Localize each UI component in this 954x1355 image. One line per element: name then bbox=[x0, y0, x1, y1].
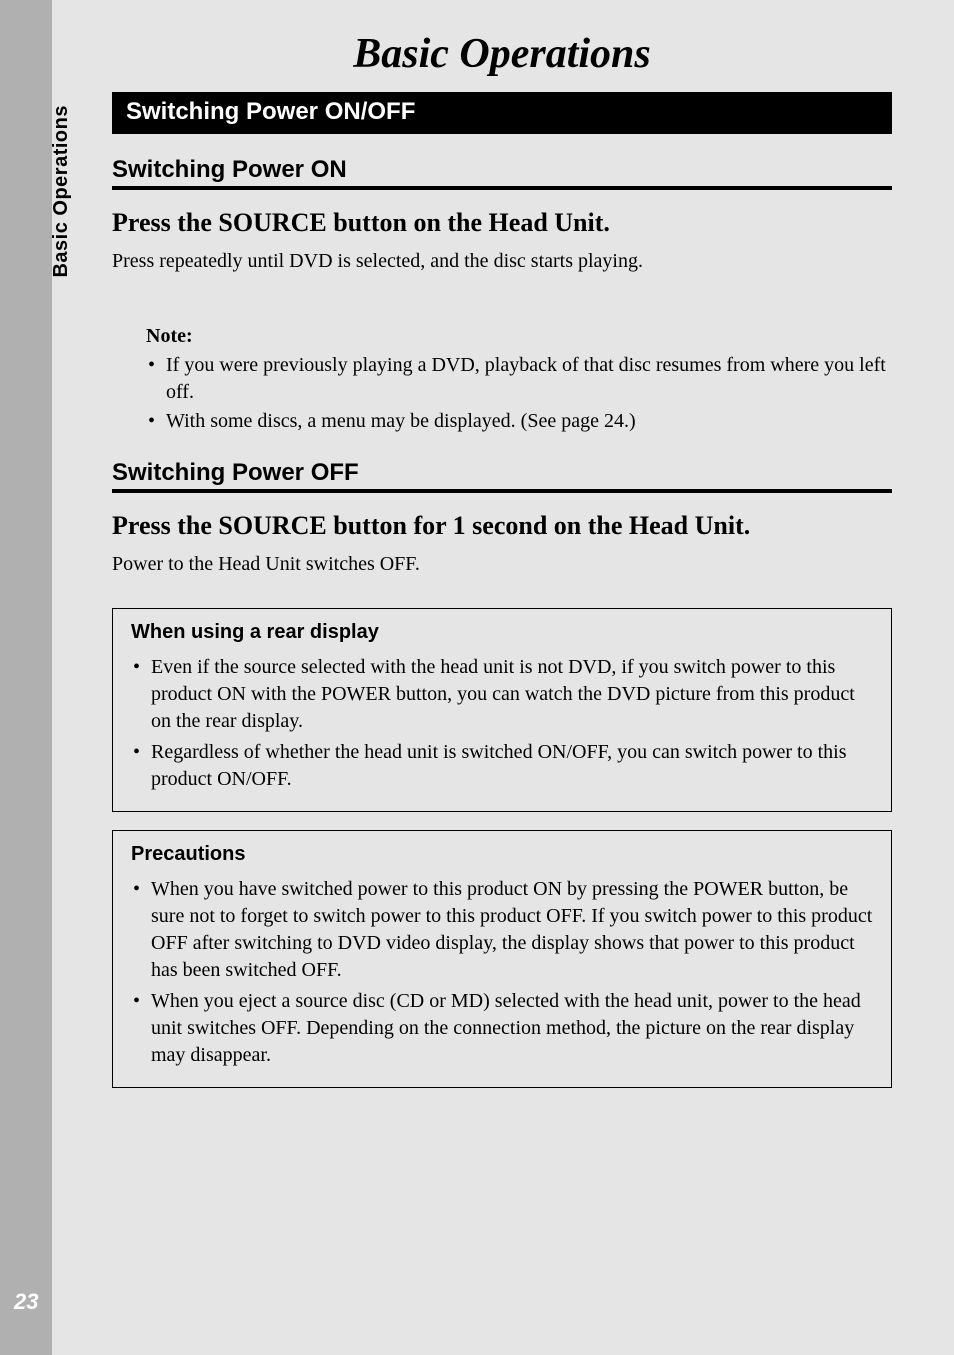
body-text-off: Power to the Head Unit switches OFF. bbox=[112, 551, 892, 578]
section-heading-on: Switching Power ON bbox=[112, 156, 892, 190]
box-item: When you have switched power to this pro… bbox=[131, 876, 873, 984]
step-heading-on: Press the SOURCE button on the Head Unit… bbox=[112, 208, 892, 238]
box-item: When you eject a source disc (CD or MD) … bbox=[131, 988, 873, 1069]
step-heading-off: Press the SOURCE button for 1 second on … bbox=[112, 511, 892, 541]
box-title: When using a rear display bbox=[131, 621, 873, 644]
section-heading-off: Switching Power OFF bbox=[112, 459, 892, 493]
note-title: Note: bbox=[146, 325, 892, 348]
box-item: Even if the source selected with the hea… bbox=[131, 654, 873, 735]
note-block: Note: If you were previously playing a D… bbox=[146, 325, 892, 435]
box-item: Regardless of whether the head unit is s… bbox=[131, 739, 873, 793]
side-chapter-label: Basic Operations bbox=[50, 105, 73, 278]
info-box-rear-display: When using a rear display Even if the so… bbox=[112, 608, 892, 812]
box-list: When you have switched power to this pro… bbox=[131, 876, 873, 1069]
page-content: Basic Operations Switching Power ON/OFF … bbox=[112, 30, 892, 1106]
note-list: If you were previously playing a DVD, pl… bbox=[146, 352, 892, 435]
note-item: With some discs, a menu may be displayed… bbox=[146, 408, 892, 435]
left-rail bbox=[0, 0, 52, 1355]
box-list: Even if the source selected with the hea… bbox=[131, 654, 873, 793]
box-title: Precautions bbox=[131, 843, 873, 866]
info-box-precautions: Precautions When you have switched power… bbox=[112, 830, 892, 1088]
body-text-on: Press repeatedly until DVD is selected, … bbox=[112, 248, 892, 275]
topic-bar: Switching Power ON/OFF bbox=[112, 92, 892, 134]
page-number: 23 bbox=[14, 1289, 38, 1315]
chapter-title: Basic Operations bbox=[112, 30, 892, 78]
note-item: If you were previously playing a DVD, pl… bbox=[146, 352, 892, 406]
